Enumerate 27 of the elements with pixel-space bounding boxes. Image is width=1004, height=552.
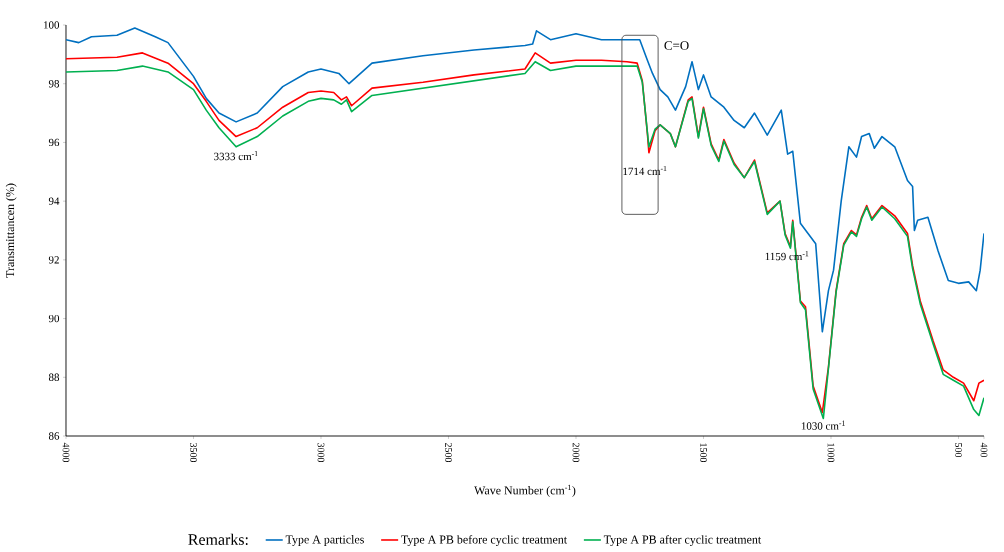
x-tick-label: 3500 bbox=[190, 443, 197, 463]
x-tick-label: 1000 bbox=[827, 443, 835, 463]
x-tick-label: 500 bbox=[955, 443, 962, 458]
x-tick-label: 1500 bbox=[700, 443, 707, 463]
annotation: C=O bbox=[664, 41, 689, 50]
legend-label: Type A PB before cyclic treatment bbox=[401, 535, 568, 547]
annotation: 3333 cm$^{-1}$ bbox=[214, 151, 258, 161]
x-tick-label: 2500 bbox=[445, 442, 452, 463]
y-tick-label: 86 bbox=[48, 432, 60, 440]
x-tick-label: 2000 bbox=[572, 442, 580, 463]
y-tick-label: 88 bbox=[48, 373, 60, 381]
y-tick-label: 90 bbox=[48, 314, 60, 323]
x-tick-label: 3000 bbox=[317, 443, 325, 463]
x-tick-label: 4000 bbox=[62, 442, 70, 463]
legend-title: Remarks: bbox=[188, 533, 248, 545]
legend-label: Type A particles bbox=[285, 535, 364, 546]
y-tick-label: 94 bbox=[48, 197, 60, 205]
y-tick-label: 100 bbox=[44, 21, 60, 29]
legend-label: Type A PB after cyclic treatment bbox=[603, 535, 762, 547]
x-tick-label: 400 bbox=[980, 442, 988, 458]
y-tick-label: 92 bbox=[48, 256, 59, 264]
y-axis-title: Transmittancen (%) bbox=[5, 183, 17, 278]
y-tick-label: 98 bbox=[48, 80, 60, 88]
annotation: 1714 cm$^{-1}$ bbox=[623, 165, 667, 176]
annotation: 1030 cm$^{-1}$ bbox=[801, 420, 845, 430]
x-axis-title: Wave Number (cm$^{-1}$) bbox=[474, 484, 576, 497]
y-tick-label: 96 bbox=[48, 138, 60, 147]
